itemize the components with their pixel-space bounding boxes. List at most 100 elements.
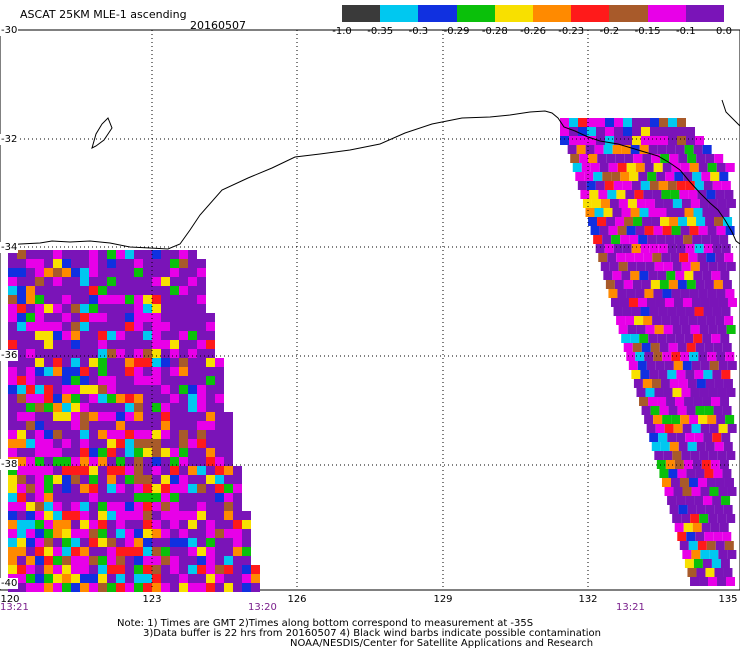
swath-cell [197,457,206,466]
swath-cell [677,469,687,478]
swath-cell [657,208,667,217]
swath-cell [53,340,62,349]
swath-cell [26,412,35,421]
swath-cell [719,172,729,181]
swath-cell [215,403,224,412]
swath-cell [98,349,107,358]
swath-cell [107,502,116,511]
swath-cell [98,295,107,304]
swath-cell [89,502,98,511]
swath-cell [17,583,26,592]
swath-cell [659,343,669,352]
swath-cell [26,304,35,313]
swath-cell [725,163,735,172]
swath-cell [152,583,161,592]
swath-cell [17,412,26,421]
swath-cell [668,136,677,145]
swath-cell [695,136,704,145]
swath-cell [710,460,720,469]
swath-cell [26,565,35,574]
swath-cell [116,367,125,376]
swath-cell [631,370,641,379]
swath-cell [224,493,233,502]
swath-cell [53,403,62,412]
swath-cell [8,394,17,403]
swath-cell [721,307,731,316]
swath-cell [705,568,715,577]
swath-cell [89,475,98,484]
swath-cell [170,556,179,565]
swath-cell [709,487,719,496]
swath-cell [8,484,17,493]
swath-cell [596,127,605,136]
swath-cell [585,208,595,217]
swath-cell [71,268,80,277]
swath-cell [708,262,718,271]
swath-cell [215,466,224,475]
swath-cell [717,514,727,523]
swath-cell [134,277,143,286]
swath-cell [224,520,233,529]
swath-cell [170,358,179,367]
swath-cell [62,457,71,466]
swath-cell [53,484,62,493]
swath-cell [718,487,728,496]
swath-cell [125,331,134,340]
swath-cell [224,565,233,574]
swath-cell [170,331,179,340]
swath-cell [62,511,71,520]
swath-cell [206,322,215,331]
swath-cell [44,520,53,529]
swath-cell [143,457,152,466]
swath-cell [152,574,161,583]
swath-cell [107,403,116,412]
swath-cell [44,493,53,502]
swath-cell [161,439,170,448]
swath-cell [650,280,660,289]
swath-cell [581,163,591,172]
swath-cell [702,208,712,217]
swath-cell [725,289,735,298]
swath-cell [98,484,107,493]
swath-cell [676,307,686,316]
swath-cell [693,208,703,217]
swath-cell [170,583,179,592]
swath-cell [134,502,143,511]
swath-cell [125,430,134,439]
swath-cell [215,565,224,574]
swath-cell [688,190,698,199]
swath-cell [62,403,71,412]
swath-cell [125,286,134,295]
swath-cell [672,262,682,271]
swath-cell [679,316,689,325]
swath-cell [35,565,44,574]
note-line-3: NOAA/NESDIS/Center for Satellite Applica… [290,638,594,649]
swath-cell [134,565,143,574]
swath-cell [44,511,53,520]
coastline-far-east [721,99,740,127]
swath-cell [622,307,632,316]
swath-cell [53,583,62,592]
swath-cell [631,181,641,190]
swath-cell [687,442,697,451]
swath-cell [613,307,623,316]
swath-cell [152,250,161,259]
swath-cell [125,520,134,529]
swath-cell [578,127,587,136]
swath-cell [560,127,569,136]
swath-cell [676,496,686,505]
swath-cell [603,208,613,217]
swath-cell [89,529,98,538]
swath-cell [62,268,71,277]
swath-cell [53,439,62,448]
swath-cell [721,433,731,442]
swath-cell [26,466,35,475]
swath-cell [80,322,89,331]
swath-cell [721,370,731,379]
swath-cell [662,415,672,424]
swath-cell [188,583,197,592]
swath-cell [634,190,644,199]
swath-cell [35,277,44,286]
swath-cell [215,430,224,439]
colorbar-label: 0.0 [716,26,732,37]
